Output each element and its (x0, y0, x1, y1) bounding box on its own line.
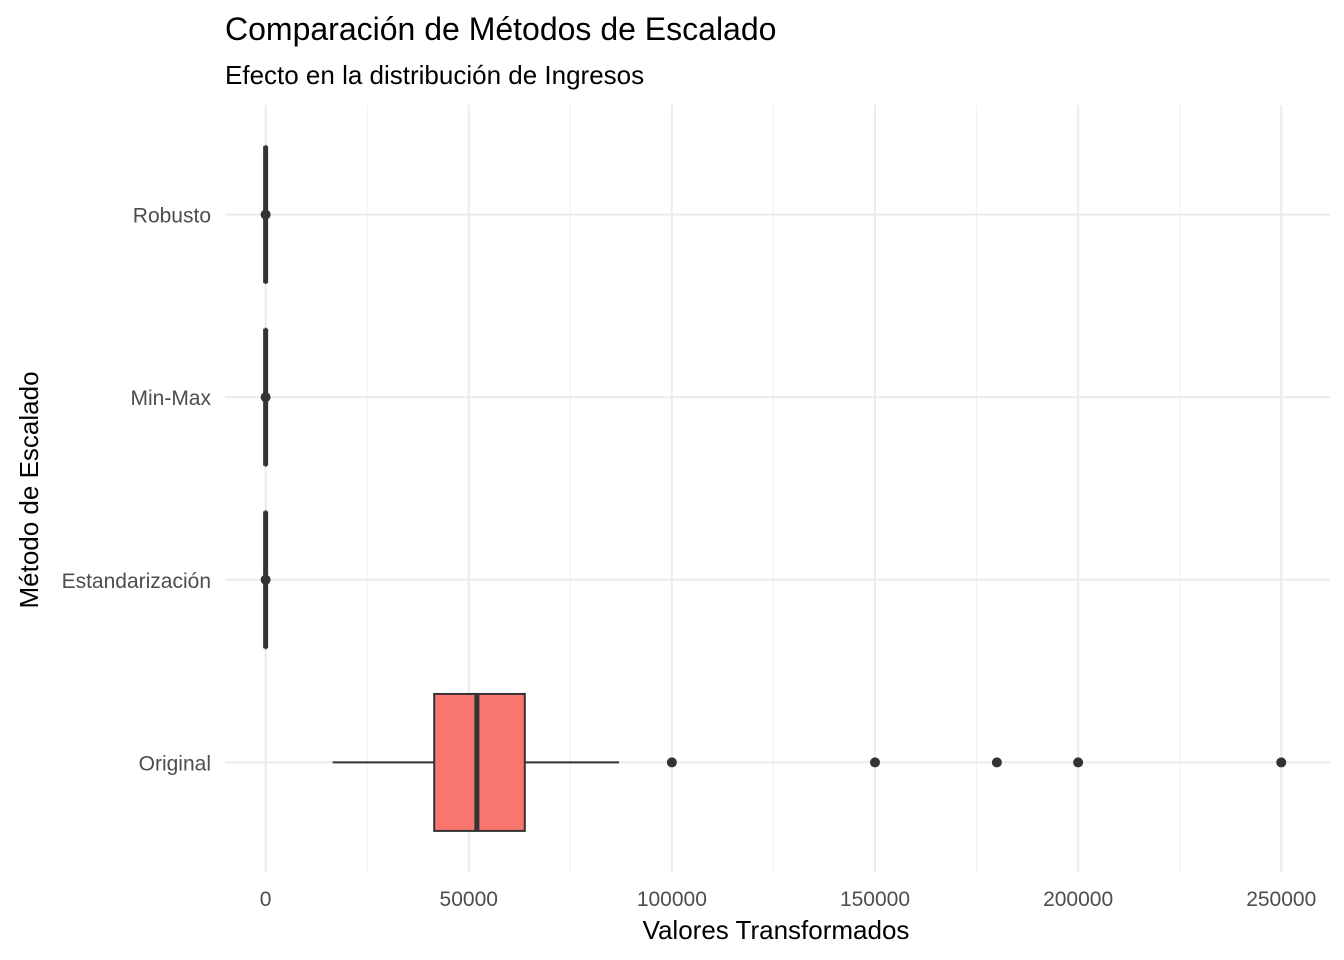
box-robusto (260, 145, 271, 285)
grid (225, 105, 1330, 872)
y-axis-ticks: Original Estandarización Min-Max Robusto (62, 205, 212, 776)
chart-title: Comparación de Métodos de Escalado (225, 11, 776, 47)
box-estandarización (260, 510, 271, 650)
boxes (260, 145, 1287, 832)
y-axis-title: Método de Escalado (14, 371, 44, 608)
x-axis-ticks: 0 50000 100000 150000 200000 250000 (260, 888, 1317, 911)
x-tick-label: 100000 (637, 888, 707, 911)
box-min-max (260, 327, 271, 467)
chart-subtitle: Efecto en la distribución de Ingresos (225, 60, 644, 90)
outlier-point (260, 209, 271, 220)
y-tick-label: Min-Max (130, 387, 211, 410)
outlier-point (260, 392, 271, 403)
x-tick-label: 150000 (840, 888, 910, 911)
x-tick-label: 50000 (440, 888, 498, 911)
box-body (433, 692, 526, 832)
outlier-point (666, 757, 677, 768)
outlier-point (870, 757, 880, 768)
box-original (332, 692, 1287, 832)
x-tick-label: 0 (260, 888, 272, 911)
x-tick-label: 200000 (1043, 888, 1113, 911)
y-tick-label: Estandarización (62, 570, 211, 593)
y-tick-label: Original (139, 752, 211, 775)
outlier-point (991, 757, 1002, 768)
x-axis-title: Valores Transformados (643, 915, 910, 945)
outlier-point (1276, 757, 1287, 768)
outlier-point (260, 574, 271, 585)
y-tick-label: Robusto (133, 205, 211, 228)
outlier-point (1073, 757, 1084, 768)
x-tick-label: 250000 (1246, 888, 1316, 911)
